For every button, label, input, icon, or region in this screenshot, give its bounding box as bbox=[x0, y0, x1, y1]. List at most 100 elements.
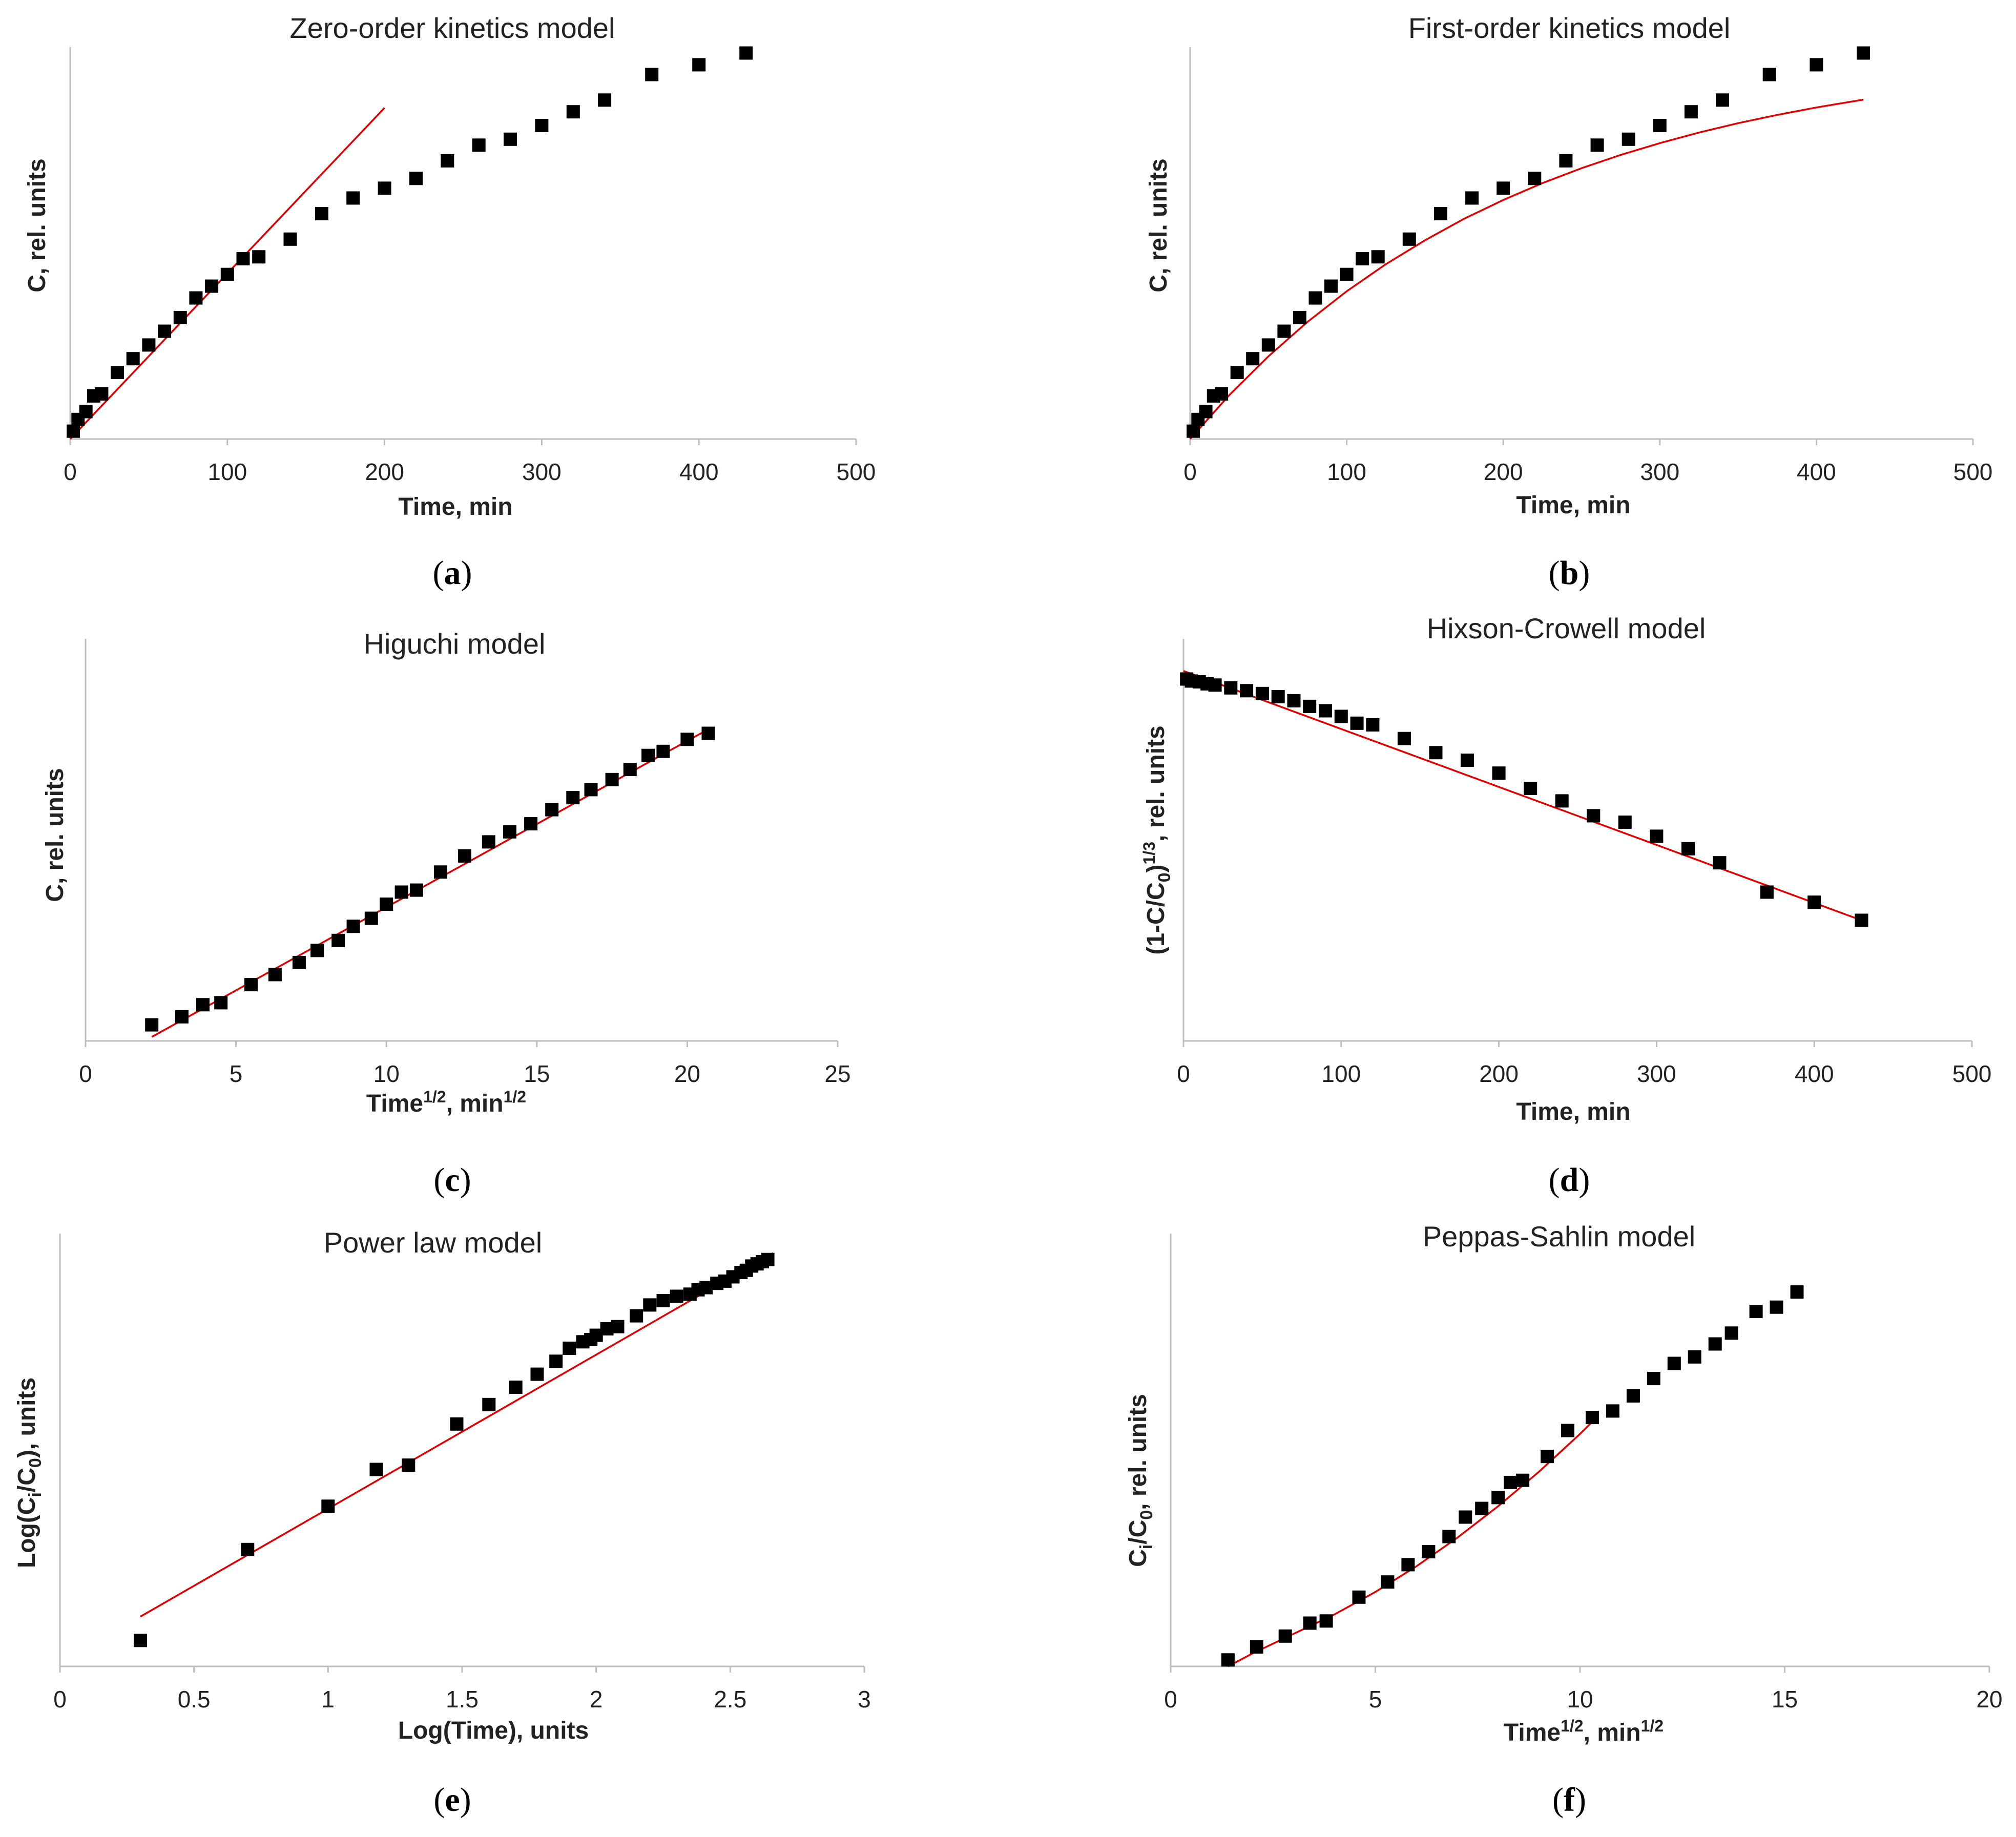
data-point bbox=[214, 996, 228, 1010]
data-point bbox=[1790, 1285, 1804, 1299]
x-tick-label: 2 bbox=[590, 1686, 603, 1713]
data-point bbox=[1271, 690, 1285, 703]
x-axis-label: Time1/2, min1/2 bbox=[366, 1088, 526, 1117]
chart-panel-d: Hixson-Crowell model Time, min (1-C/C0)1… bbox=[1140, 612, 1991, 1199]
data-point bbox=[236, 252, 250, 266]
x-axis-label: Time, min bbox=[398, 493, 512, 520]
data-point bbox=[1622, 132, 1635, 146]
data-point bbox=[1497, 181, 1510, 195]
x-axis-label: Time, min bbox=[1516, 1098, 1630, 1125]
data-point bbox=[1559, 154, 1573, 168]
data-point bbox=[566, 105, 580, 119]
data-point bbox=[1855, 913, 1868, 927]
data-point bbox=[584, 783, 598, 797]
data-point bbox=[1352, 1590, 1366, 1604]
x-axis-label: Time1/2, min1/2 bbox=[1504, 1717, 1664, 1746]
x-label-base: Time bbox=[1504, 1719, 1561, 1746]
panel-letter: d bbox=[1560, 1161, 1579, 1199]
x-tick-label: 500 bbox=[837, 458, 876, 485]
data-point bbox=[1397, 732, 1411, 745]
x-label-mid: , min bbox=[1584, 1719, 1641, 1746]
data-point bbox=[134, 1634, 147, 1647]
data-point bbox=[220, 267, 234, 281]
data-point bbox=[1250, 1640, 1263, 1654]
x-axis-label: Time, min bbox=[1516, 492, 1630, 519]
data-point bbox=[1647, 1372, 1660, 1386]
data-point bbox=[1319, 704, 1332, 718]
data-point bbox=[1224, 681, 1238, 695]
x-tick-label: 500 bbox=[1953, 458, 1993, 485]
data-point bbox=[1319, 1614, 1333, 1628]
data-point bbox=[244, 978, 258, 992]
data-point bbox=[126, 352, 140, 366]
data-point bbox=[1287, 694, 1301, 707]
data-point bbox=[605, 773, 619, 786]
y-axis-label: Ci/C0, rel. units bbox=[1125, 1394, 1156, 1567]
x-tick-label: 2.5 bbox=[714, 1686, 746, 1713]
y-axis-label: Log(Ci/C0), units bbox=[13, 1377, 45, 1568]
data-point bbox=[524, 817, 538, 831]
data-point bbox=[175, 1010, 189, 1024]
data-point bbox=[535, 119, 549, 132]
data-point bbox=[292, 955, 306, 969]
data-point bbox=[1626, 1389, 1640, 1403]
y-label-sub: i bbox=[1137, 1544, 1156, 1549]
data-point bbox=[67, 424, 80, 438]
data-point bbox=[1857, 46, 1870, 60]
data-point bbox=[1208, 678, 1222, 692]
data-point bbox=[321, 1499, 335, 1513]
x-tick-label: 0 bbox=[1164, 1686, 1177, 1713]
chart-title: Zero-order kinetics model bbox=[290, 12, 615, 44]
data-point bbox=[504, 132, 517, 146]
data-point bbox=[549, 1354, 563, 1368]
data-point bbox=[241, 1542, 255, 1556]
data-point bbox=[173, 310, 187, 324]
data-point bbox=[1618, 816, 1632, 829]
data-point bbox=[692, 58, 706, 72]
y-label-mid: ) bbox=[1142, 864, 1170, 872]
chart-title: Power law model bbox=[324, 1226, 542, 1259]
x-tick-label: 200 bbox=[365, 458, 404, 485]
x-tick-label: 0 bbox=[1177, 1060, 1190, 1087]
x-tick-label: 10 bbox=[1567, 1686, 1593, 1713]
x-label-base: Time bbox=[366, 1090, 423, 1117]
data-point bbox=[205, 279, 219, 293]
data-point bbox=[1475, 1501, 1489, 1515]
y-label-pre: Log(C bbox=[13, 1497, 40, 1569]
data-point bbox=[623, 763, 637, 777]
panel-label: (a) bbox=[433, 554, 472, 592]
data-point bbox=[409, 172, 423, 185]
x-tick-label: 3 bbox=[858, 1686, 871, 1713]
data-point bbox=[761, 1252, 775, 1266]
panel-letter: c bbox=[445, 1161, 460, 1199]
fit-line bbox=[1189, 98, 1864, 440]
x-tick-label: 0.5 bbox=[178, 1686, 211, 1713]
x-tick-label: 5 bbox=[1369, 1686, 1382, 1713]
data-point bbox=[701, 726, 715, 740]
data-point bbox=[1199, 405, 1213, 419]
x-label-sup: 1/2 bbox=[423, 1088, 446, 1106]
data-point bbox=[1356, 252, 1369, 266]
data-point bbox=[433, 865, 447, 879]
x-label-sup2: 1/2 bbox=[1641, 1717, 1664, 1735]
x-tick-label: 300 bbox=[522, 458, 562, 485]
x-label-sup: 1/2 bbox=[1561, 1717, 1583, 1735]
panel-label: (c) bbox=[433, 1161, 471, 1199]
data-point bbox=[1261, 338, 1275, 352]
data-point bbox=[458, 849, 471, 863]
x-tick-label: 25 bbox=[824, 1060, 850, 1087]
x-tick-label: 400 bbox=[1797, 458, 1836, 485]
data-point bbox=[530, 1367, 544, 1381]
x-tick-label: 0 bbox=[79, 1060, 92, 1087]
data-point bbox=[1381, 1575, 1395, 1589]
data-point bbox=[1587, 809, 1601, 823]
data-point bbox=[643, 1298, 657, 1312]
x-tick-label: 1 bbox=[322, 1686, 335, 1713]
chart-panel-f: Peppas-Sahlin model Time1/2, min1/2 Ci/C… bbox=[1125, 1220, 2003, 1819]
data-point bbox=[1230, 366, 1244, 379]
data-point bbox=[1293, 310, 1306, 324]
data-point bbox=[1650, 829, 1664, 843]
data-point bbox=[364, 911, 378, 925]
data-point bbox=[158, 324, 172, 338]
data-point bbox=[441, 154, 454, 168]
